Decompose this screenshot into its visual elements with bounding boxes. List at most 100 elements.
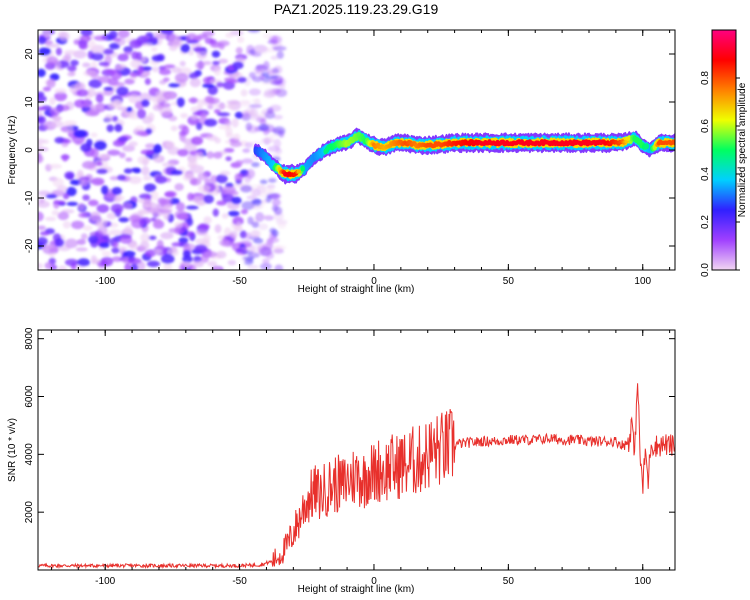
noise-blob <box>156 239 164 250</box>
noise-blob <box>273 138 282 149</box>
noise-blob <box>140 240 150 251</box>
noise-blob <box>38 142 44 148</box>
noise-blob <box>196 200 205 206</box>
noise-blob <box>107 149 121 156</box>
noise-blob <box>216 81 224 88</box>
noise-blob <box>255 64 265 70</box>
noise-blob <box>117 30 130 39</box>
noise-blob <box>180 43 191 53</box>
noise-blob <box>202 83 215 88</box>
y-tick-label: 4000 <box>24 443 35 466</box>
noise-blob <box>38 190 51 196</box>
x-tick-label: 50 <box>503 576 515 587</box>
noise-blob <box>196 49 208 60</box>
noise-blob <box>257 214 270 219</box>
y-tick-label: 6000 <box>24 385 35 408</box>
noise-blob <box>164 92 176 99</box>
noise-blob <box>111 81 126 87</box>
noise-blob <box>251 221 260 229</box>
noise-blob <box>268 192 281 200</box>
x-tick-label: 100 <box>634 576 651 587</box>
noise-blob <box>119 234 133 244</box>
snr-panel: -100 -50 0 50 100 2000 4000 6000 8000 Height of… <box>7 327 676 595</box>
noise-blob <box>38 95 47 103</box>
noise-blob <box>119 152 126 159</box>
noise-blob <box>213 266 221 270</box>
noise-blob <box>221 193 234 203</box>
noise-blob <box>44 216 57 222</box>
noise-blob <box>43 30 51 38</box>
noise-blob <box>267 145 281 152</box>
noise-blob <box>233 133 241 141</box>
noise-blob <box>67 65 77 72</box>
noise-blob <box>154 218 162 226</box>
noise-blob <box>54 91 68 102</box>
noise-blob <box>218 124 231 130</box>
noise-blob <box>113 197 122 203</box>
noise-blob <box>163 64 176 69</box>
noise-blob <box>38 36 47 45</box>
noise-blob <box>96 161 103 167</box>
noise-blob <box>174 183 184 191</box>
noise-blob <box>261 71 270 78</box>
noise-blob <box>58 265 67 270</box>
noise-blob <box>77 169 84 178</box>
noise-blob <box>131 51 139 60</box>
noise-blob <box>100 256 114 267</box>
noise-blob <box>218 239 230 247</box>
noise-blob <box>139 92 151 102</box>
colorbar-frame <box>711 29 737 271</box>
noise-blob <box>272 114 283 120</box>
noise-blob <box>38 68 46 78</box>
noise-blob <box>96 168 108 175</box>
noise-blob <box>137 261 146 270</box>
noise-blob <box>83 98 92 108</box>
noise-blob <box>161 162 175 168</box>
noise-blob <box>115 64 125 71</box>
noise-blob <box>174 72 189 83</box>
x-tick-label: -100 <box>95 276 115 287</box>
noise-blob <box>111 186 123 196</box>
noise-blob <box>78 39 88 49</box>
noise-blob <box>154 175 168 184</box>
noise-blob <box>87 199 99 207</box>
noise-blob <box>90 255 97 265</box>
noise-blob <box>160 253 175 264</box>
noise-blob <box>148 235 157 241</box>
noise-blob <box>51 209 60 216</box>
noise-blob <box>50 120 64 128</box>
noise-blob <box>225 32 234 39</box>
noise-blob <box>189 77 201 88</box>
noise-blob <box>63 120 77 127</box>
noise-blob <box>197 98 204 109</box>
noise-blob <box>63 50 78 56</box>
noise-blob <box>93 35 108 41</box>
noise-blob <box>145 143 156 149</box>
noise-blob <box>195 152 205 160</box>
noise-blob <box>266 251 275 260</box>
noise-blob <box>262 32 272 39</box>
noise-blob <box>276 51 284 60</box>
noise-blob <box>80 233 88 240</box>
x-tick-label: -50 <box>232 576 247 587</box>
noise-blob <box>248 113 261 121</box>
noise-blob <box>94 103 103 110</box>
noise-blob <box>268 88 283 95</box>
noise-blob <box>216 112 231 117</box>
noise-blob <box>98 61 110 66</box>
noise-blob <box>183 261 191 269</box>
noise-blob <box>214 108 221 114</box>
noise-blob <box>227 79 239 84</box>
noise-blob <box>235 222 242 231</box>
noise-blob <box>242 148 251 153</box>
noise-blob <box>44 40 53 45</box>
noise-blob <box>122 202 133 210</box>
noise-blob <box>186 218 194 226</box>
noise-blob <box>80 30 93 37</box>
noise-blob <box>192 47 207 52</box>
snr-x-ticks: -100 -50 0 50 100 <box>50 330 671 587</box>
noise-blob <box>168 115 178 122</box>
noise-blob <box>142 175 152 181</box>
noise-blob <box>38 211 44 222</box>
